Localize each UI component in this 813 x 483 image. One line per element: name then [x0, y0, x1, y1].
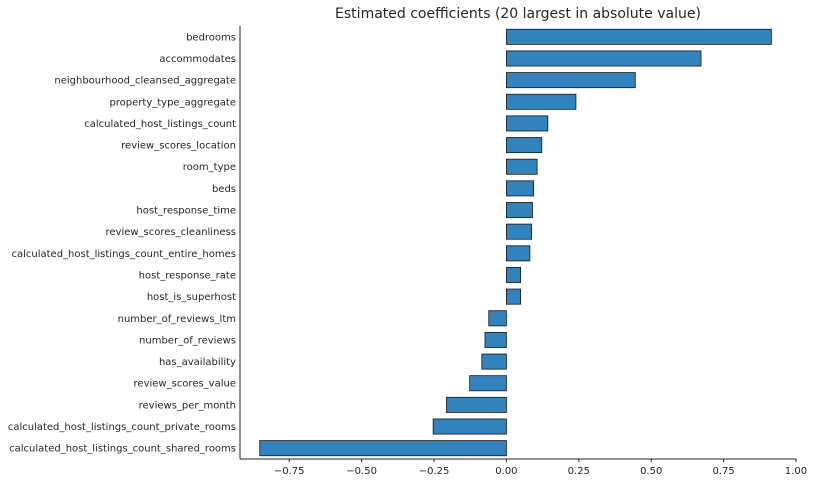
bar-calculated-host-listings-count-entire-homes — [506, 245, 531, 262]
category-label: neighbourhood_cleansed_aggregate — [54, 76, 236, 87]
bar-property-type-aggregate — [506, 93, 577, 110]
x-tick-label: 0.75 — [712, 466, 734, 477]
bar-calculated-host-listings-count-private-rooms — [432, 418, 507, 435]
category-label: review_scores_location — [121, 141, 236, 152]
bar-reviews-per-month — [446, 396, 507, 413]
bar-has-availability — [481, 353, 507, 370]
bar-calculated-host-listings-count-shared-rooms — [259, 440, 507, 457]
bar-accommodates — [506, 50, 702, 67]
bar-neighbourhood-cleansed-aggregate — [506, 72, 636, 89]
chart-title: Estimated coefficients (20 largest in ab… — [335, 6, 701, 22]
category-label: accommodates — [159, 54, 236, 65]
bar-review-scores-value — [469, 375, 507, 392]
bar-review-scores-cleanliness — [506, 223, 533, 240]
bar-room-type — [506, 158, 538, 175]
category-label: bedrooms — [186, 32, 236, 43]
category-label: number_of_reviews_ltm — [118, 314, 236, 325]
category-label: calculated_host_listings_count_entire_ho… — [11, 249, 236, 260]
x-tick-label: 0.00 — [495, 466, 517, 477]
category-label: beds — [212, 184, 236, 195]
category-label: has_availability — [159, 357, 236, 368]
bar-beds — [506, 180, 535, 197]
bar-calculated-host-listings-count — [506, 115, 549, 132]
bar-bedrooms — [506, 28, 772, 45]
bar-host-response-rate — [506, 266, 522, 283]
x-tick-label: 0.50 — [640, 466, 662, 477]
bar-number-of-reviews — [484, 331, 507, 348]
category-labels-group: bedrooms accommodates neighbourhood_cleans… — [8, 32, 236, 454]
x-tick-label: −0.25 — [419, 466, 450, 477]
bars-group — [259, 28, 772, 457]
category-label: review_scores_value — [134, 379, 236, 390]
x-tick-label: −0.50 — [346, 466, 377, 477]
category-label: reviews_per_month — [139, 400, 236, 411]
bar-host-is-superhost — [506, 288, 522, 305]
category-label: host_is_superhost — [147, 292, 236, 303]
category-label: property_type_aggregate — [109, 97, 236, 108]
x-tick-label: 1.00 — [785, 466, 807, 477]
bar-review-scores-location — [506, 137, 543, 154]
category-label: room_type — [183, 162, 236, 173]
bar-host-response-time — [506, 202, 533, 219]
category-label: calculated_host_listings_count_private_r… — [8, 422, 236, 433]
category-label: review_scores_cleanliness — [105, 227, 236, 238]
category-label: host_response_rate — [139, 270, 236, 281]
category-label: number_of_reviews — [139, 335, 236, 346]
x-tick-label: −0.75 — [274, 466, 305, 477]
bar-number-of-reviews-ltm — [488, 310, 507, 327]
x-ticks-group: −0.75 −0.50 −0.25 0.00 0.25 0.50 0.75 1.00 — [274, 459, 807, 477]
x-tick-label: 0.25 — [568, 466, 590, 477]
category-label: host_response_time — [136, 206, 236, 217]
category-label: calculated_host_listings_count_shared_ro… — [9, 444, 236, 455]
category-label: calculated_host_listings_count — [84, 119, 236, 130]
